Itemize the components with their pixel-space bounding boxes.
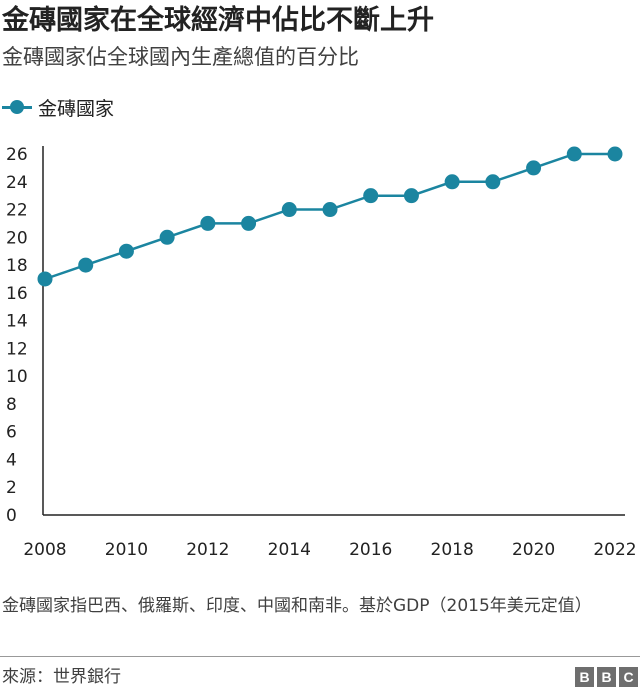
source-text: 來源：世界銀行 (2, 667, 121, 687)
y-tick-label: 24 (6, 173, 28, 193)
x-tick-label: 2016 (349, 540, 392, 560)
bbc-logo-letter: B (575, 667, 594, 687)
y-tick-label: 22 (6, 201, 28, 221)
bbc-logo: B B C (575, 667, 638, 687)
x-tick-label: 2012 (186, 540, 229, 560)
y-tick-label: 14 (6, 312, 28, 332)
footnote: 金磚國家指巴西、俄羅斯、印度、中國和南非。基於GDP（2015年美元定值） (2, 596, 592, 616)
x-tick-label: 2010 (105, 540, 148, 560)
x-tick-label: 2020 (512, 540, 555, 560)
data-point (200, 215, 216, 231)
y-tick-label: 12 (6, 339, 28, 359)
y-tick-label: 2 (6, 478, 17, 498)
x-tick-label: 2018 (431, 540, 474, 560)
chart-subtitle: 金磚國家佔全球國內生產總值的百分比 (2, 45, 359, 69)
data-point (37, 271, 53, 287)
y-tick-label: 20 (6, 228, 28, 248)
x-tick-label: 2014 (268, 540, 311, 560)
footer-divider (0, 656, 640, 657)
data-point (118, 243, 134, 259)
data-point (363, 188, 379, 204)
data-point (78, 257, 94, 273)
data-point (403, 188, 419, 204)
legend: 金磚國家 (2, 92, 114, 122)
y-tick-label: 16 (6, 284, 28, 304)
y-tick-label: 0 (6, 506, 17, 526)
y-tick-label: 8 (6, 395, 17, 415)
data-point (322, 202, 338, 218)
data-point (281, 202, 297, 218)
data-point (485, 174, 501, 190)
bbc-logo-letter: B (597, 667, 616, 687)
legend-label: 金磚國家 (38, 97, 115, 120)
data-point (526, 160, 542, 176)
data-point (241, 215, 257, 231)
data-point (607, 146, 623, 162)
x-tick-label: 2022 (593, 540, 636, 560)
data-point (566, 146, 582, 162)
y-tick-label: 10 (6, 367, 28, 387)
y-tick-label: 26 (6, 145, 28, 165)
legend-swatch (2, 97, 32, 117)
bbc-logo-letter: C (619, 667, 638, 687)
legend-dot-icon (10, 100, 24, 114)
data-point (159, 229, 175, 245)
y-tick-label: 4 (6, 450, 17, 470)
data-point (444, 174, 460, 190)
y-tick-label: 6 (6, 423, 17, 443)
chart-title: 金磚國家在全球經濟中佔比不斷上升 (2, 5, 434, 36)
y-tick-label: 18 (6, 256, 28, 276)
x-tick-label: 2008 (23, 540, 66, 560)
